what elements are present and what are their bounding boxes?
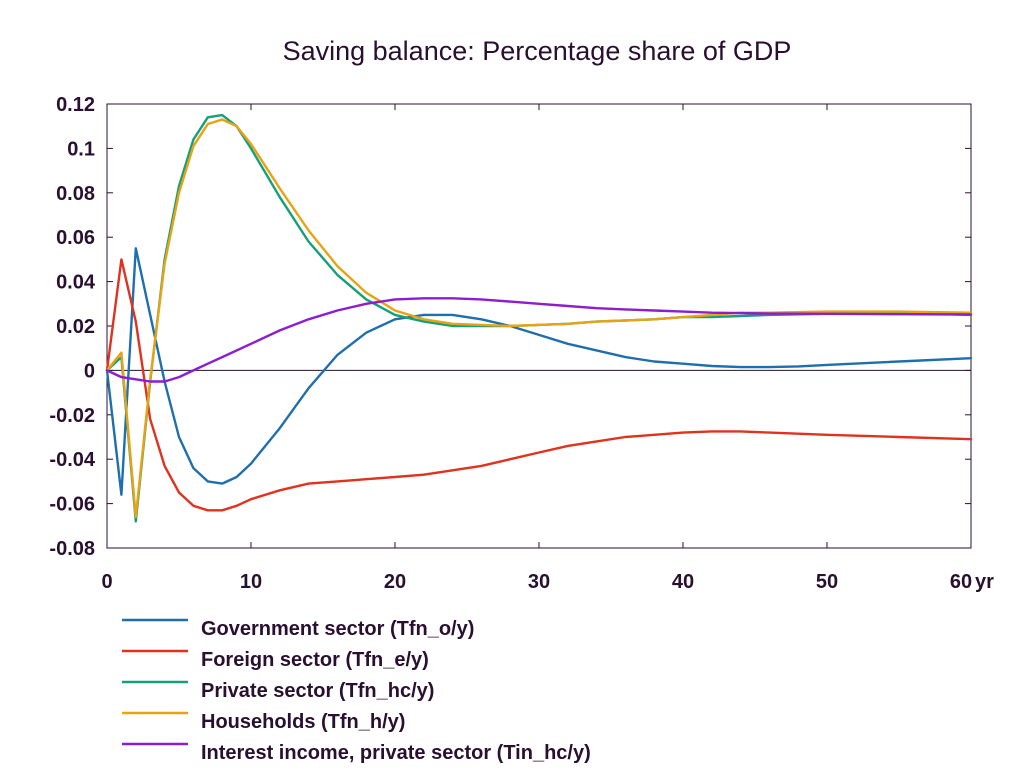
y-tick-label: 0.08 xyxy=(56,183,95,205)
y-tick-label: -0.08 xyxy=(49,538,95,560)
legend-label-2: Foreign sector (Tfn_e/y) xyxy=(201,649,429,671)
y-tick-label: 0.1 xyxy=(67,138,95,160)
x-tick-label: 10 xyxy=(240,571,262,593)
x-tick-label: 30 xyxy=(528,571,550,593)
series-line-4 xyxy=(105,118,973,519)
chart-title: Saving balance: Percentage share of GDP xyxy=(283,36,792,66)
x-tick-label: 20 xyxy=(384,571,406,593)
x-tick-label: 50 xyxy=(816,571,838,593)
series-line-1 xyxy=(105,247,973,496)
series-line-5 xyxy=(105,297,973,383)
legend-label-3: Private sector (Tfn_hc/y) xyxy=(201,680,434,702)
axes: 0.12 0.1 0.08 0.06 0.04 0.02 0 -0.02 -0.04 -0.06 -… xyxy=(49,94,994,593)
legend: Government sector (Tfn_o/y) Foreign secto… xyxy=(122,618,591,764)
series-line-2 xyxy=(105,258,973,512)
x-tick-label: 40 xyxy=(672,571,694,593)
y-tick-label: 0.04 xyxy=(56,272,96,294)
x-tick-label: 0 xyxy=(101,571,112,593)
y-tick-label: -0.02 xyxy=(49,405,95,427)
y-tick-label: -0.06 xyxy=(49,494,95,516)
legend-label-1: Government sector (Tfn_o/y) xyxy=(201,618,474,640)
x-unit-label: yr xyxy=(975,571,994,593)
y-tick-label: 0.02 xyxy=(56,316,95,338)
y-tick-label: 0.12 xyxy=(56,94,95,116)
legend-label-5: Interest income, private sector (Tin_hc/… xyxy=(201,742,591,764)
series-lines xyxy=(105,113,973,523)
legend-label-4: Households (Tfn_h/y) xyxy=(201,711,405,733)
x-tick-label: 60 xyxy=(950,571,972,593)
y-tick-label: 0.06 xyxy=(56,227,95,249)
y-tick-label: 0 xyxy=(84,360,95,382)
y-tick-label: -0.04 xyxy=(49,449,95,471)
series-line-3 xyxy=(105,113,973,523)
